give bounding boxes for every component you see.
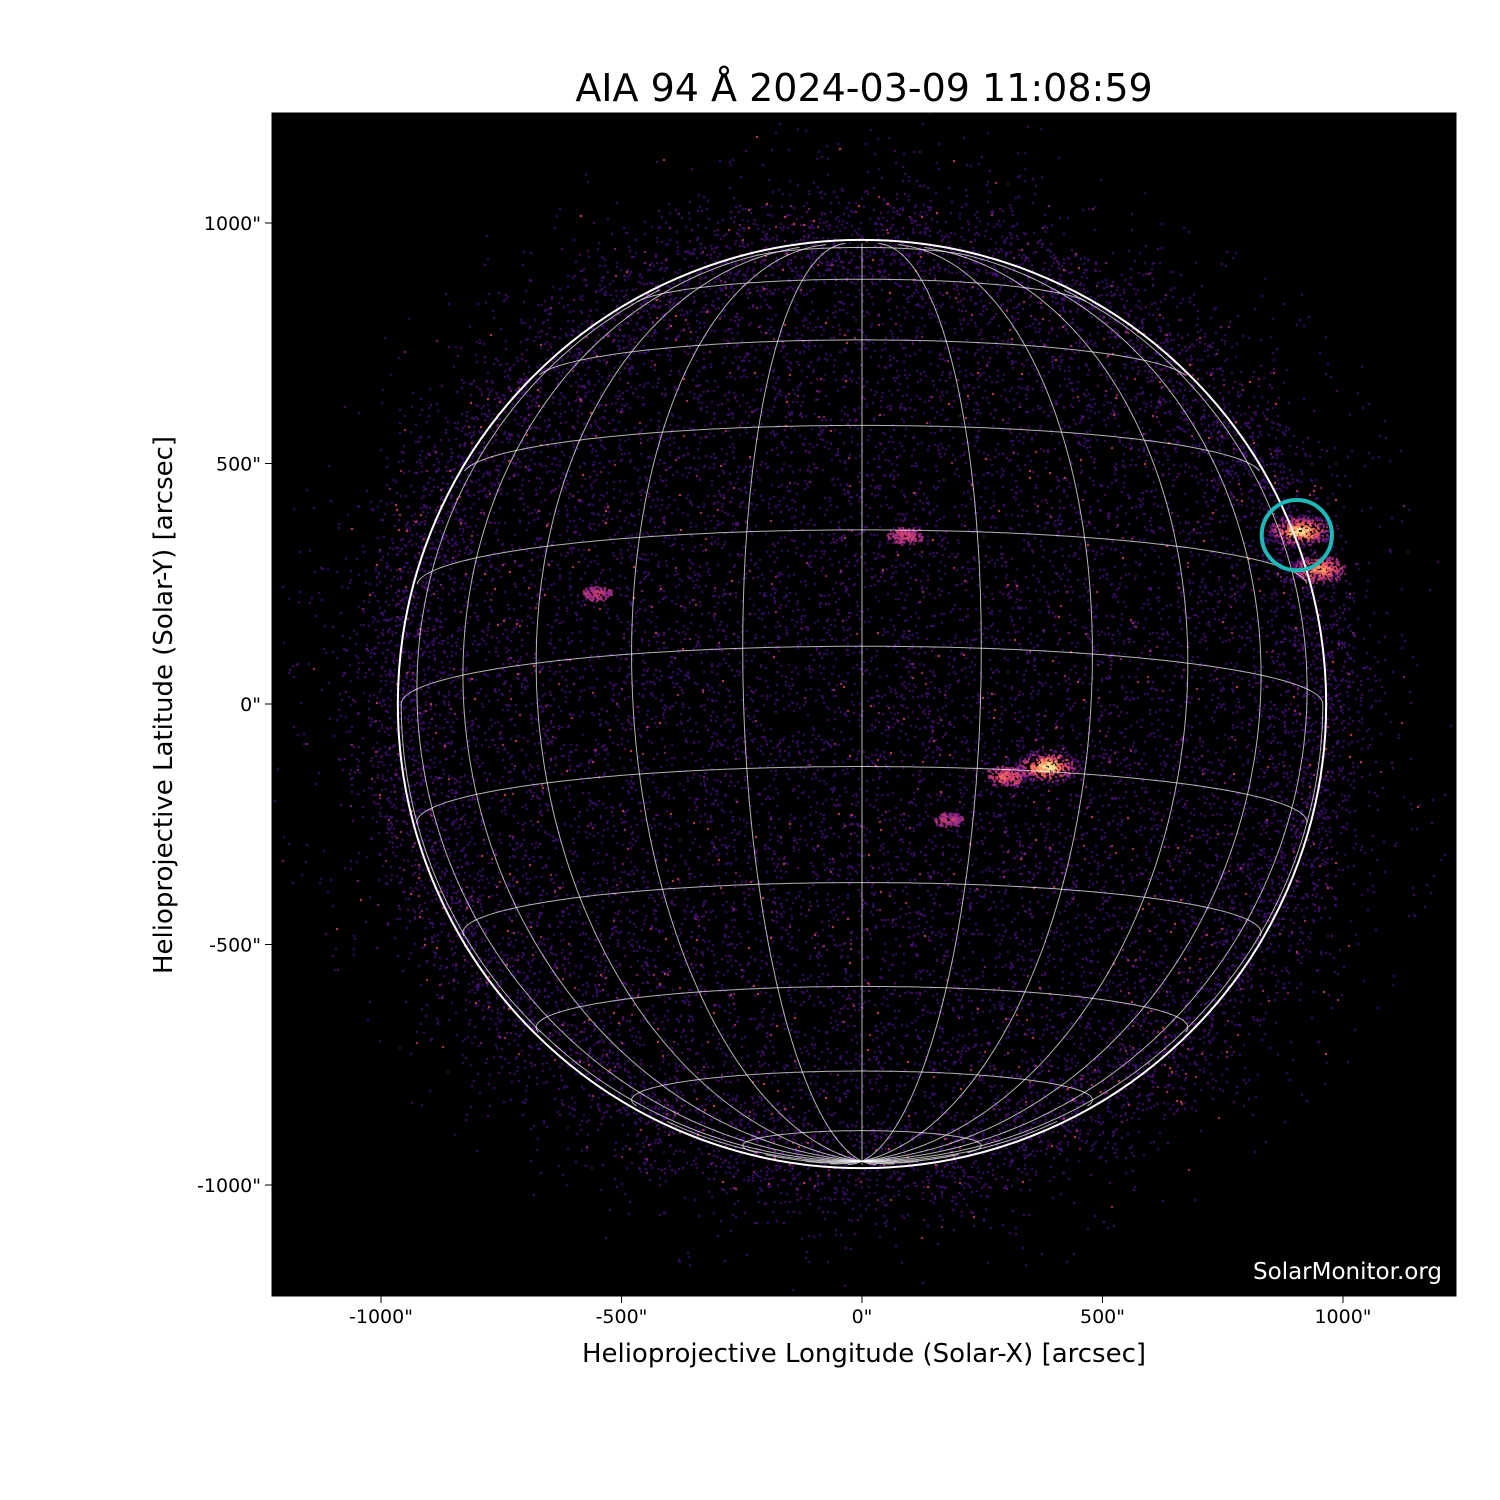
longitude-line <box>861 1160 895 1165</box>
x-tick-label: -1000" <box>349 1306 413 1328</box>
longitude-line <box>861 1154 959 1163</box>
flare-highlight-circle <box>1259 498 1334 573</box>
longitude-line <box>861 289 1308 1162</box>
longitude-line <box>462 254 863 1162</box>
chart-title: AIA 94 Å 2024-03-09 11:08:59 <box>575 66 1153 110</box>
longitude-line <box>416 289 863 1162</box>
x-tick-label: 0" <box>852 1306 873 1328</box>
y-axis-label: Helioprojective Latitude (Solar-Y) [arcs… <box>149 436 179 974</box>
x-tick-label: 1000" <box>1314 1306 1371 1328</box>
x-tick-label: -500" <box>596 1306 648 1328</box>
plot-frame <box>271 112 1457 1297</box>
y-tick-label: 1000" <box>204 213 261 235</box>
solar-limb <box>396 238 1328 1170</box>
x-axis-label: Helioprojective Longitude (Solar-X) [arc… <box>582 1339 1146 1369</box>
longitude-line <box>861 703 1324 1162</box>
longitude-line <box>631 244 863 1162</box>
longitude-line <box>861 243 982 1162</box>
watermark: SolarMonitor.org <box>1253 1259 1442 1285</box>
y-tick-label: 500" <box>216 454 261 476</box>
longitude-line <box>400 703 863 1162</box>
longitude-line <box>861 254 1262 1162</box>
solar-image <box>272 113 1456 1296</box>
x-axis: -1000" -500" 0" 500" 1000" <box>349 1296 1372 1328</box>
longitude-line <box>861 1120 1058 1162</box>
longitude-line <box>765 1154 863 1163</box>
longitude-line <box>742 243 863 1162</box>
y-tick-label: -500" <box>209 935 261 957</box>
longitude-line <box>666 1120 863 1162</box>
y-axis: 1000" 500" 0" -500" -1000" <box>197 213 272 1197</box>
x-tick-label: 500" <box>1080 1306 1125 1328</box>
longitude-line <box>861 1160 919 1164</box>
longitude-line <box>535 246 863 1162</box>
longitude-line <box>861 1160 877 1166</box>
y-tick-label: -1000" <box>197 1175 261 1197</box>
heliographic-grid <box>400 243 1324 1166</box>
longitude-line <box>861 244 1093 1162</box>
longitude-line <box>847 1160 863 1166</box>
longitude-line <box>861 246 1189 1162</box>
y-tick-label: 0" <box>240 694 261 716</box>
